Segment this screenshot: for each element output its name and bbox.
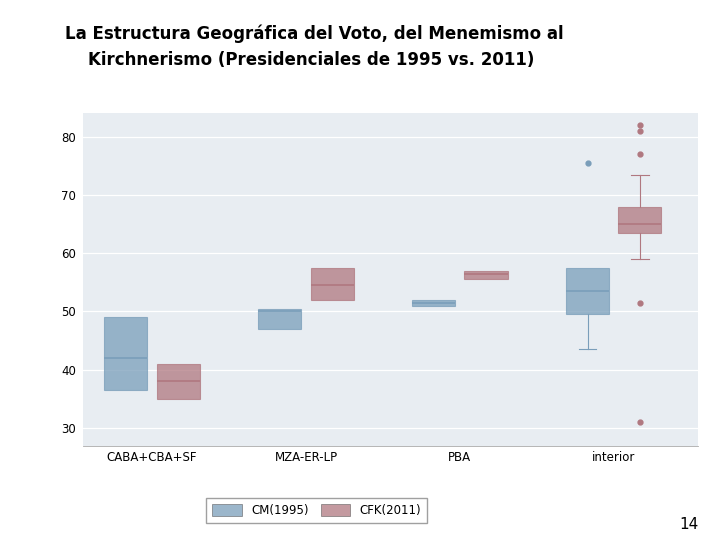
Bar — [258, 308, 302, 329]
Bar — [464, 271, 508, 280]
Text: 14: 14 — [679, 517, 698, 532]
Bar — [310, 268, 354, 300]
Bar — [104, 318, 148, 390]
Bar — [618, 207, 662, 233]
Text: La Estructura Geográfica del Voto, del Menemismo al: La Estructura Geográfica del Voto, del M… — [65, 24, 564, 43]
Bar — [566, 268, 609, 314]
Legend: CM(1995), CFK(2011): CM(1995), CFK(2011) — [207, 498, 427, 523]
Bar — [412, 300, 455, 306]
Text: Kirchnerismo (Presidenciales de 1995 vs. 2011): Kirchnerismo (Presidenciales de 1995 vs.… — [65, 51, 534, 69]
Bar — [157, 364, 199, 399]
